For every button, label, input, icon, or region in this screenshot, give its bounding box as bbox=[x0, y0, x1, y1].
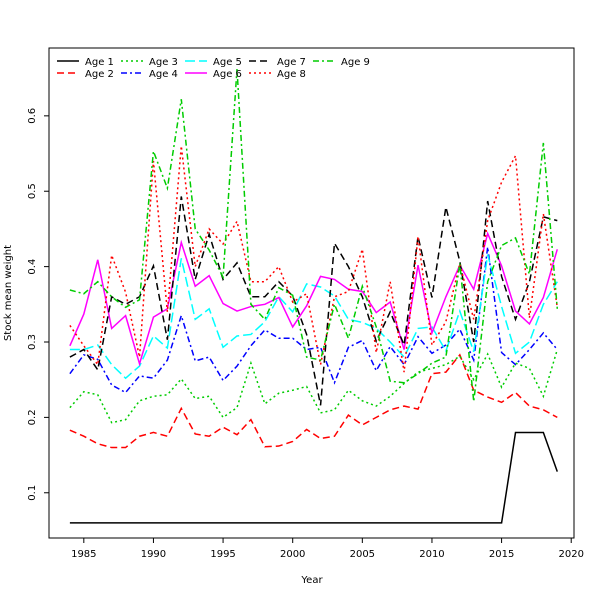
y-tick-label: 0.1 bbox=[27, 485, 38, 501]
legend-label-4: Age 4 bbox=[149, 69, 178, 80]
x-tick-label: 2005 bbox=[350, 549, 375, 560]
x-axis-title: Year bbox=[300, 575, 323, 586]
series-line-6 bbox=[69, 231, 559, 367]
series-line-9 bbox=[69, 69, 559, 402]
y-axis: 0.1 0.2 0.3 0.4 0.5 0.6 bbox=[27, 108, 49, 501]
y-tick-label: 0.2 bbox=[27, 409, 38, 425]
legend-label-1: Age 1 bbox=[85, 57, 114, 68]
series-line-5 bbox=[69, 254, 558, 380]
x-tick-label: 1985 bbox=[71, 549, 96, 560]
y-tick-label: 0.4 bbox=[27, 259, 38, 275]
legend-label-3: Age 3 bbox=[149, 57, 178, 68]
y-tick-label: 0.6 bbox=[27, 108, 38, 124]
legend-label-5: Age 5 bbox=[213, 57, 242, 68]
x-tick-label: 1990 bbox=[141, 549, 166, 560]
series-line-7 bbox=[69, 196, 558, 406]
x-tick-label: 2015 bbox=[489, 549, 514, 560]
legend-label-8: Age 8 bbox=[277, 69, 306, 80]
series-layer bbox=[69, 69, 559, 524]
x-tick-label: 2000 bbox=[280, 549, 305, 560]
x-tick-label: 2010 bbox=[419, 549, 444, 560]
plot-frame bbox=[48, 47, 575, 539]
legend-label-9: Age 9 bbox=[341, 57, 370, 68]
y-axis-title: Stock mean weight bbox=[3, 245, 14, 341]
legend-label-7: Age 7 bbox=[277, 57, 306, 68]
x-tick-label: 2020 bbox=[558, 549, 583, 560]
series-line-1 bbox=[69, 431, 558, 524]
y-tick-label: 0.5 bbox=[27, 183, 38, 199]
legend-label-6: Age 6 bbox=[213, 69, 242, 80]
x-tick-label: 1995 bbox=[210, 549, 235, 560]
x-axis: 1985 1990 1995 2000 2005 2010 2015 2020 bbox=[71, 538, 584, 560]
legend-label-2: Age 2 bbox=[85, 69, 114, 80]
series-line-4 bbox=[69, 246, 558, 394]
series-line-2 bbox=[69, 353, 558, 449]
series-line-3 bbox=[69, 349, 559, 424]
y-tick-label: 0.3 bbox=[27, 334, 38, 350]
